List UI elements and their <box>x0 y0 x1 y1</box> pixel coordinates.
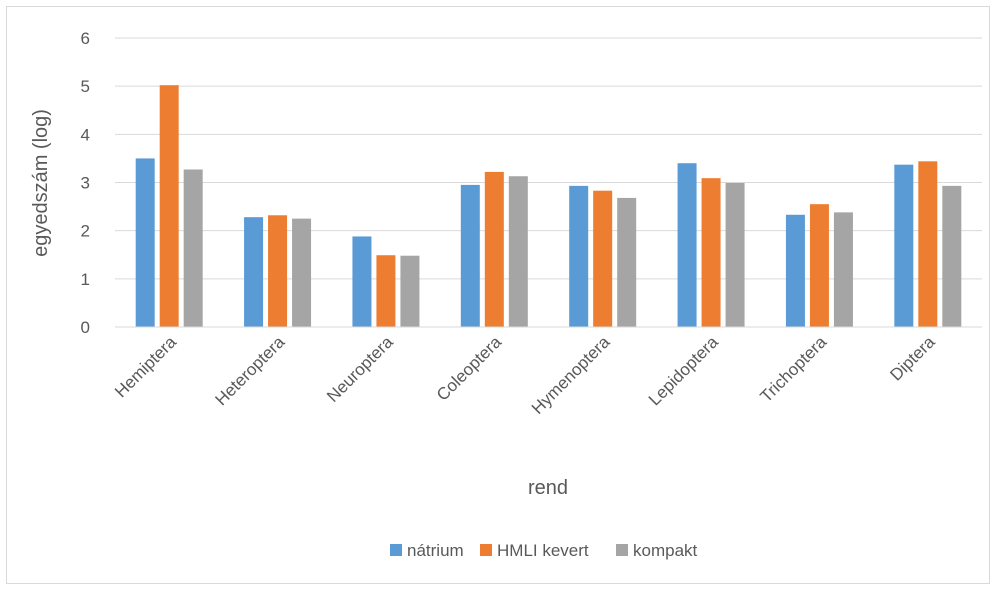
bars <box>135 85 962 327</box>
legend-label: kompakt <box>633 541 698 560</box>
bar-hymenoptera-3 <box>617 197 637 327</box>
y-tick-label: 3 <box>81 174 90 193</box>
bar-diptera-3 <box>942 185 962 327</box>
bar-diptera-2 <box>918 161 938 327</box>
bar-trichoptera-1 <box>785 214 805 327</box>
bar-hemiptera-3 <box>183 169 203 327</box>
bar-hymenoptera-2 <box>593 190 613 327</box>
x-axis-ticks: Hemiptera Heteroptera Neuroptera Coleoptera… <box>111 332 939 418</box>
x-tick-label: Neuroptera <box>323 332 397 406</box>
bar-coleoptera-2 <box>484 171 504 327</box>
y-tick-label: 4 <box>81 125 90 144</box>
legend-swatch <box>480 544 492 556</box>
y-tick-label: 6 <box>81 29 90 48</box>
bar-heteroptera-3 <box>292 218 312 327</box>
bar-coleoptera-1 <box>460 184 480 327</box>
x-tick-label: Lepidoptera <box>645 332 722 409</box>
legend-label: nátrium <box>407 541 464 560</box>
x-tick-label: Hymenoptera <box>528 332 614 418</box>
x-tick-label: Coleoptera <box>433 332 506 405</box>
bar-lepidoptera-2 <box>701 178 721 327</box>
y-axis-ticks: 0 1 2 3 4 5 6 <box>81 29 90 337</box>
x-axis-title: rend <box>528 477 568 499</box>
bar-hymenoptera-1 <box>569 185 589 327</box>
x-tick-label: Hemiptera <box>111 332 180 401</box>
bar-neuroptera-2 <box>376 255 396 327</box>
bar-neuroptera-1 <box>352 236 372 327</box>
bar-hemiptera-2 <box>159 85 179 327</box>
legend: nátrium HMLI kevert kompakt <box>390 541 698 560</box>
y-tick-label: 0 <box>81 318 90 337</box>
bar-lepidoptera-1 <box>677 163 697 327</box>
x-tick-label: Trichoptera <box>756 332 830 406</box>
bar-lepidoptera-3 <box>725 182 745 327</box>
bar-heteroptera-1 <box>244 217 264 327</box>
bar-neuroptera-3 <box>400 255 420 327</box>
bar-heteroptera-2 <box>268 215 288 327</box>
x-tick-label: Heteroptera <box>211 332 288 409</box>
y-tick-label: 1 <box>81 270 90 289</box>
bar-trichoptera-2 <box>809 204 829 327</box>
y-axis-title: egyedszám (log) <box>30 109 52 257</box>
legend-label: HMLI kevert <box>497 541 589 560</box>
y-tick-label: 2 <box>81 222 90 241</box>
y-tick-label: 5 <box>81 77 90 96</box>
bar-coleoptera-3 <box>508 176 528 327</box>
legend-swatch <box>390 544 402 556</box>
bar-diptera-1 <box>894 164 914 327</box>
bar-hemiptera-1 <box>135 158 155 327</box>
x-tick-label: Diptera <box>886 332 939 385</box>
bar-trichoptera-3 <box>833 212 853 327</box>
legend-swatch <box>616 544 628 556</box>
